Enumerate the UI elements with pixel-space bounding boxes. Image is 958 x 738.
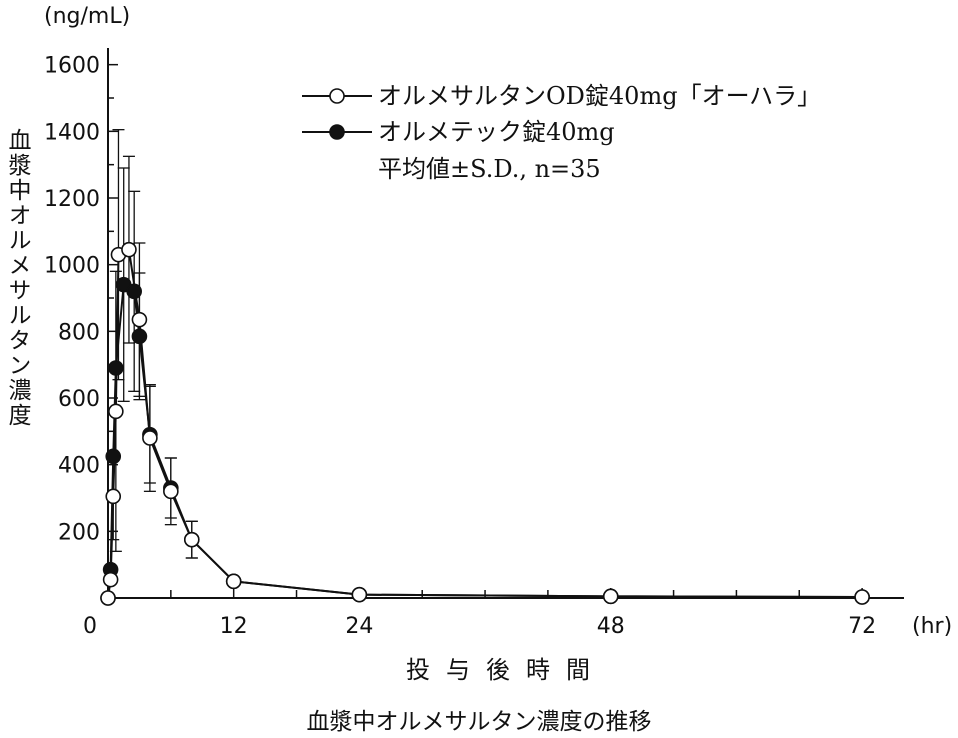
data-point-open <box>183 531 200 548</box>
data-point-open <box>351 586 368 603</box>
data-point-open <box>108 403 124 420</box>
x-tick-label: 0 <box>83 614 97 639</box>
y-tick-label: 1400 <box>44 120 100 145</box>
data-point-open <box>100 590 116 606</box>
y-tick-label: 1600 <box>44 54 100 79</box>
y-tick-label: 400 <box>58 454 100 479</box>
data-point-open <box>854 589 870 605</box>
x-axis-unit: (hr) <box>912 614 952 639</box>
legend-label-ref: オルメテック錠40mg <box>378 118 615 146</box>
chart-markers <box>100 241 870 606</box>
chart-ticks: 0 12 24 48 72 200 400 600 800 1000 1200 1400 1600 <box>44 54 876 639</box>
x-axis-label: 投与後時間 <box>406 656 606 684</box>
data-point-filled <box>108 360 124 376</box>
data-point-open <box>102 571 119 588</box>
figure-caption: 血漿中オルメサルタン濃度の推移 <box>306 709 652 735</box>
x-tick-label: 72 <box>848 614 876 639</box>
series-line-1 <box>107 282 863 599</box>
x-tick-label: 12 <box>220 614 248 639</box>
data-point-open <box>105 488 122 505</box>
chart-series-lines <box>107 248 863 599</box>
data-point-open <box>163 483 179 500</box>
y-axis-unit: (ng/mL) <box>44 4 131 29</box>
data-point-filled <box>105 448 122 465</box>
series-line-0 <box>107 248 863 599</box>
legend-marker-open <box>329 88 345 104</box>
chart-legend: オルメサルタンOD錠40mg「オーハラ」 オルメテック錠40mg 平均値±S.D… <box>302 82 821 183</box>
y-tick-label: 800 <box>58 320 100 345</box>
data-point-open <box>131 311 148 328</box>
legend-note: 平均値±S.D., n=35 <box>378 155 601 183</box>
chart-axes <box>107 48 904 599</box>
data-point-open <box>225 573 242 590</box>
x-tick-label: 24 <box>345 614 373 639</box>
pk-line-chart: 0 12 24 48 72 200 400 600 800 1000 1200 1400 1600 オル… <box>44 48 952 639</box>
data-point-open <box>142 430 158 446</box>
y-tick-label: 1000 <box>44 254 100 279</box>
y-tick-label: 600 <box>58 387 100 412</box>
data-point-filled <box>131 328 148 345</box>
legend-marker-filled <box>329 124 345 140</box>
y-tick-label: 200 <box>58 520 100 545</box>
data-point-open <box>121 241 137 258</box>
y-tick-label: 1200 <box>44 187 100 212</box>
y-axis-label: 血漿中オルメサルタン濃度 <box>4 128 30 428</box>
data-point-filled <box>126 283 142 300</box>
legend-label-od: オルメサルタンOD錠40mg「オーハラ」 <box>378 82 821 110</box>
data-point-open <box>602 588 619 605</box>
x-tick-label: 48 <box>597 614 625 639</box>
chart-error-bars <box>107 129 240 586</box>
